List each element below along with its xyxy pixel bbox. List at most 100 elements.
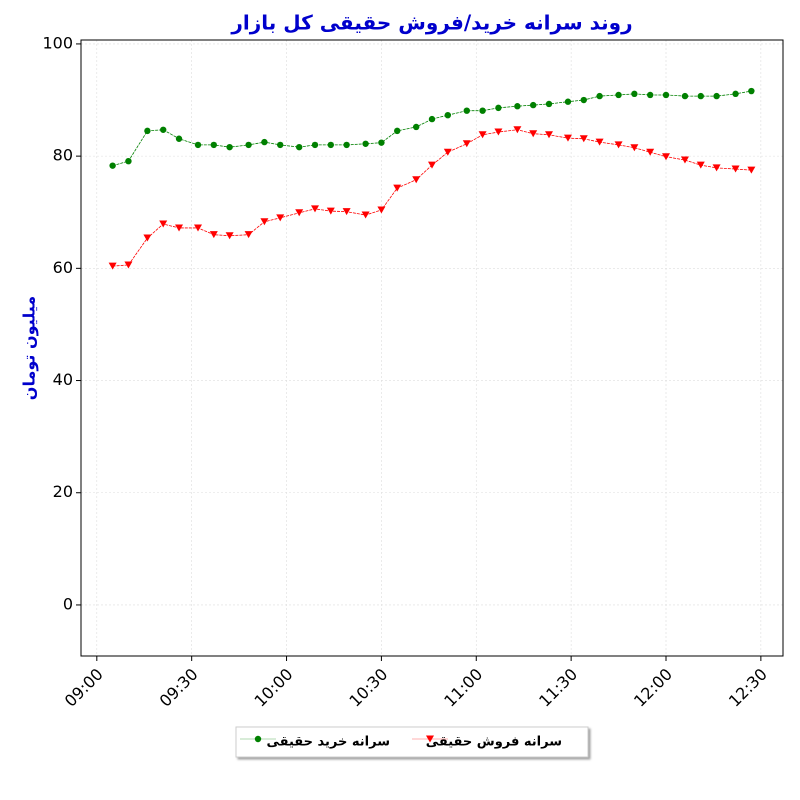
x-tick-label: 11:30 <box>535 665 581 711</box>
data-point <box>712 164 721 172</box>
data-point <box>175 224 184 232</box>
data-point <box>394 127 401 135</box>
data-point <box>630 144 639 152</box>
series-line <box>112 129 752 267</box>
data-point <box>428 161 436 169</box>
data-point <box>362 140 369 147</box>
data-point <box>732 90 739 98</box>
data-point <box>160 126 167 133</box>
data-point <box>311 205 319 213</box>
data-point <box>662 91 670 99</box>
data-point <box>495 104 502 112</box>
data-point <box>175 135 183 142</box>
data-point <box>463 107 470 114</box>
x-tick-label: 12:30 <box>725 665 771 711</box>
data-point <box>159 220 168 228</box>
data-point <box>545 131 553 139</box>
data-point <box>326 207 335 215</box>
data-point <box>393 184 402 192</box>
data-point <box>378 139 385 146</box>
y-tick-label: 20 <box>53 482 73 501</box>
chart-title: روند سرانه خرید/فروش حقیقی کل بازار <box>230 11 632 35</box>
x-tick-label: 12:00 <box>630 665 676 711</box>
data-point <box>646 91 654 99</box>
legend-marker <box>426 735 434 743</box>
y-tick-label: 100 <box>42 33 73 52</box>
data-point <box>277 141 284 149</box>
data-point <box>662 153 670 161</box>
data-point <box>713 92 720 100</box>
data-point <box>377 206 386 214</box>
data-point <box>614 141 623 149</box>
data-point <box>462 140 471 148</box>
legend-marker <box>254 735 262 743</box>
data-point <box>748 87 755 95</box>
data-point <box>428 115 436 123</box>
y-tick-label: 0 <box>63 594 73 613</box>
data-point <box>412 123 420 131</box>
x-tick-label: 09:30 <box>156 665 202 711</box>
legend-label: سرانه خرید حقیقی <box>266 735 390 750</box>
data-point <box>226 143 233 151</box>
data-point <box>343 141 350 149</box>
data-point <box>194 141 202 149</box>
data-point <box>479 107 486 114</box>
y-tick-label: 40 <box>53 370 73 389</box>
data-point <box>631 90 638 98</box>
data-point <box>143 234 152 242</box>
plot-frame <box>80 39 784 657</box>
data-point <box>681 92 689 100</box>
data-point <box>595 138 604 146</box>
data-point <box>615 91 622 99</box>
data-point <box>295 209 304 217</box>
data-point <box>260 218 269 226</box>
data-point <box>109 162 116 169</box>
data-point <box>144 127 151 135</box>
data-point <box>311 141 319 149</box>
x-tick-label: 10:30 <box>345 665 391 711</box>
data-point <box>478 131 487 139</box>
data-point <box>412 176 421 184</box>
data-point <box>444 111 452 119</box>
data-point <box>513 126 522 134</box>
data-point <box>680 156 689 164</box>
series-line <box>112 90 752 167</box>
data-point <box>361 211 370 219</box>
data-point <box>342 208 351 216</box>
data-point <box>210 141 218 149</box>
data-point <box>295 143 303 151</box>
data-point <box>494 128 503 136</box>
x-tick-label: 09:00 <box>61 665 107 711</box>
data-point <box>596 92 603 100</box>
data-point <box>529 101 537 109</box>
data-point <box>731 165 740 173</box>
data-point <box>529 130 538 138</box>
data-point <box>125 157 132 165</box>
data-point <box>108 262 117 270</box>
data-point <box>209 231 218 239</box>
data-point <box>194 224 202 232</box>
data-point <box>514 103 521 110</box>
y-tick-label: 80 <box>53 146 73 165</box>
y-axis-label: میلیون تومان <box>20 296 39 400</box>
data-point <box>124 261 133 269</box>
data-point <box>225 232 234 240</box>
data-point <box>545 100 553 108</box>
data-point <box>563 134 572 142</box>
data-point <box>245 141 252 149</box>
data-point <box>276 214 285 222</box>
data-point <box>580 96 587 104</box>
legend-box <box>235 726 589 758</box>
legend-label: سرانه فروش حقیقی <box>426 735 562 750</box>
data-point <box>747 166 756 174</box>
data-point <box>443 148 452 156</box>
y-tick-label: 60 <box>53 258 73 277</box>
data-point <box>327 141 335 149</box>
data-point <box>261 138 268 146</box>
data-point <box>646 148 655 156</box>
x-tick-label: 10:00 <box>251 665 297 711</box>
data-point <box>244 231 253 239</box>
x-tick-label: 11:00 <box>440 665 486 711</box>
data-point <box>564 98 572 105</box>
